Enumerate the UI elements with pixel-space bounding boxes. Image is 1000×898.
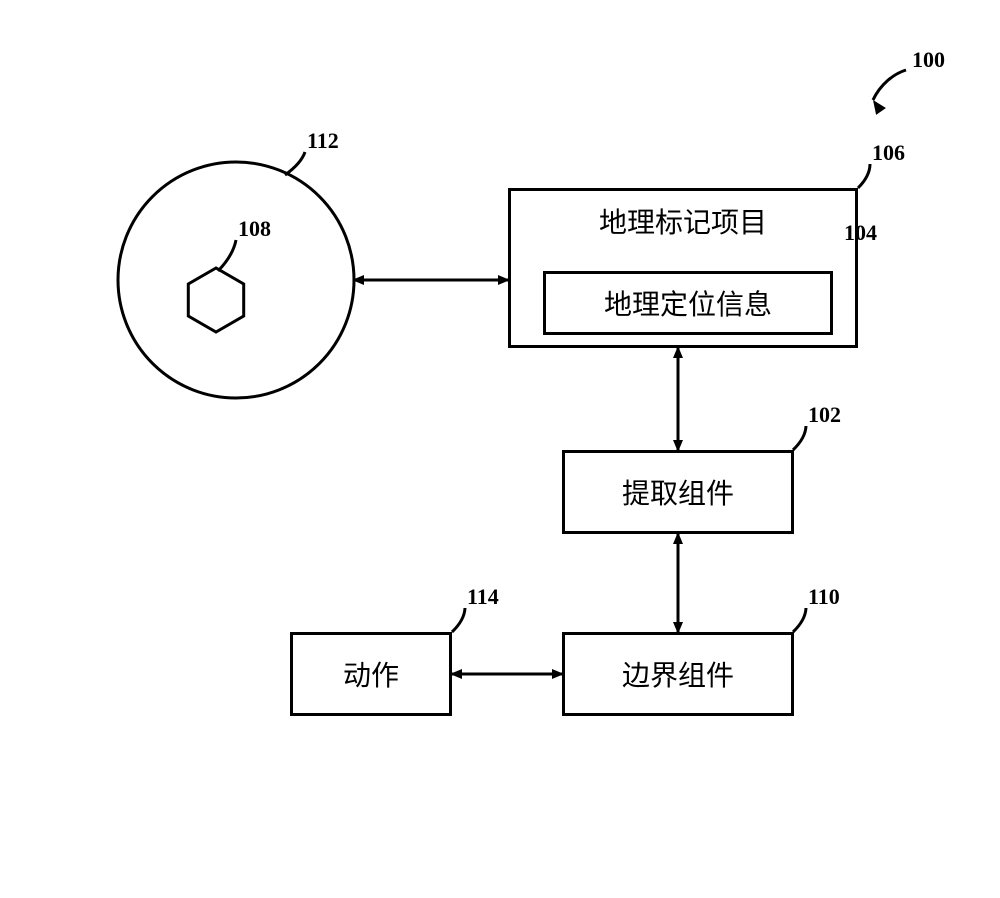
diagram-svg <box>0 0 1000 898</box>
ref-106: 106 <box>872 140 905 166</box>
action-label: 动作 <box>343 654 399 694</box>
ref-104: 104 <box>844 220 877 246</box>
ref-114: 114 <box>467 584 499 610</box>
geo-location-info-box: 地理定位信息 <box>543 271 833 335</box>
geo-location-info-label: 地理定位信息 <box>604 283 772 323</box>
geo-tag-item-box: 地理标记项目 地理定位信息 <box>508 188 858 348</box>
action-box: 动作 <box>290 632 452 716</box>
boundary-component-label: 边界组件 <box>622 654 734 694</box>
ref-112: 112 <box>307 128 339 154</box>
ref-102: 102 <box>808 402 841 428</box>
boundary-component-box: 边界组件 <box>562 632 794 716</box>
ref-100: 100 <box>912 47 945 73</box>
geo-tag-item-label: 地理标记项目 <box>599 201 767 241</box>
ref-108: 108 <box>238 216 271 242</box>
extract-component-label: 提取组件 <box>622 472 734 512</box>
ref-110: 110 <box>808 584 840 610</box>
extract-component-box: 提取组件 <box>562 450 794 534</box>
